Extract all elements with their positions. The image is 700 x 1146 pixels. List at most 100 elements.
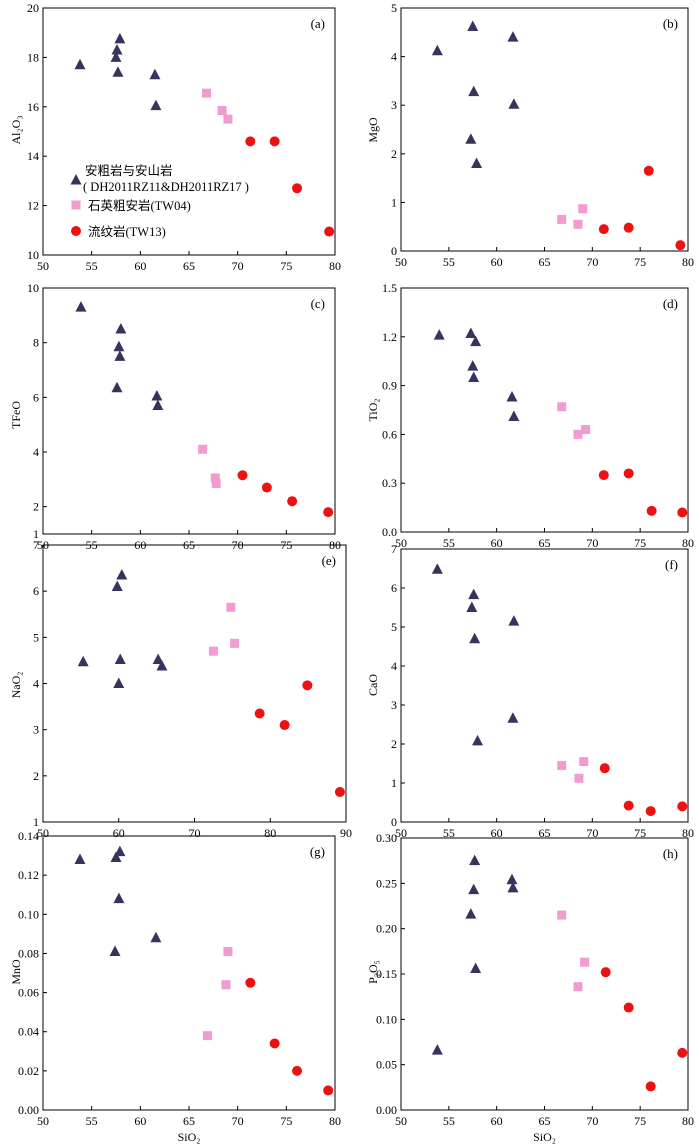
circle-data-point — [645, 806, 656, 817]
y-tick-label: 0 — [391, 815, 397, 829]
y-tick-label: 1.5 — [382, 281, 397, 295]
circle-data-point — [643, 165, 654, 176]
square-data-point — [581, 425, 591, 435]
y-tick-label: 20 — [27, 1, 39, 15]
triangle-data-point — [471, 157, 483, 169]
circle-data-point — [245, 136, 256, 147]
triangle-data-point — [114, 32, 126, 44]
y-tick-label: 4 — [33, 445, 39, 459]
triangle-data-point — [149, 68, 161, 80]
x-tick-label: 65 — [539, 536, 551, 550]
circle-data-point — [269, 1038, 280, 1049]
triangle-data-point — [507, 712, 519, 723]
y-tick-label: 1 — [391, 195, 397, 209]
triangle-data-point — [431, 1044, 443, 1055]
triangle-data-point — [465, 327, 477, 339]
plot-frame — [42, 835, 336, 1111]
square-data-point — [221, 980, 231, 990]
x-tick-label: 80 — [329, 1114, 341, 1128]
circle-data-point — [623, 468, 634, 479]
panel-b: 50 55 60 65 70 75 80 0 1 2 3 4 5 (b) MgO — [366, 1, 694, 269]
y-tick-label: 2 — [33, 500, 39, 514]
x-tick-label: 80 — [682, 536, 694, 550]
x-tick-label: 80 — [682, 1114, 694, 1128]
circle-data-point — [677, 507, 688, 518]
panel-label: (e) — [322, 553, 336, 568]
triangle-data-point — [111, 381, 123, 393]
x-tick-label: 80 — [264, 826, 276, 840]
square-data-point — [557, 214, 567, 224]
y-tick-label: 0.6 — [382, 427, 397, 441]
triangle-data-point — [467, 360, 479, 371]
circle-data-point — [287, 496, 298, 507]
y-tick-label: 8 — [33, 336, 39, 350]
triangle-data-point — [433, 329, 445, 340]
triangle-data-point — [109, 945, 121, 956]
circle-data-point — [599, 763, 610, 774]
square-data-point — [573, 429, 583, 439]
y-tick-label: 7 — [391, 542, 397, 556]
x-tick-label: 70 — [232, 259, 244, 273]
square-data-point — [580, 957, 590, 967]
x-tick-label: 55 — [86, 259, 98, 273]
triangle-data-point — [113, 892, 125, 904]
circle-data-point — [675, 240, 686, 251]
square-data-point — [202, 1031, 212, 1041]
y-tick-label: 5 — [33, 630, 39, 644]
y-tick-label: 6 — [33, 390, 39, 404]
y-tick-label: 0.30 — [376, 831, 397, 845]
plot-frame — [42, 544, 347, 823]
x-tick-label: 55 — [443, 1114, 455, 1128]
x-tick-label: 75 — [634, 536, 646, 550]
square-data-point — [226, 602, 236, 612]
x-tick-label: 65 — [539, 1114, 551, 1128]
x-tick-label: 65 — [539, 255, 551, 269]
square-data-point — [578, 204, 588, 214]
square-data-point — [557, 760, 567, 770]
y-tick-label: 3 — [391, 698, 397, 712]
triangle-data-point — [467, 20, 479, 31]
x-tick-label: 50 — [395, 1114, 407, 1128]
triangle-data-point — [431, 44, 443, 56]
circle-data-point — [237, 470, 248, 481]
y-tick-label: 0.02 — [18, 1064, 39, 1078]
square-data-point — [579, 757, 589, 767]
panel-label: (d) — [663, 296, 678, 311]
x-tick-label: 65 — [183, 259, 195, 273]
x-tick-label: 60 — [134, 1114, 146, 1128]
triangle-data-point — [156, 659, 168, 671]
plot-frame — [42, 7, 336, 256]
legend: 安粗岩与安山岩 ( DH2011RZ11&DH2011RZ17 ) 石英粗安岩(TW… — [70, 163, 249, 239]
triangle-data-point — [508, 98, 520, 109]
circle-data-point — [623, 222, 634, 233]
square-data-point — [230, 638, 240, 648]
y-tick-label: 4 — [33, 677, 39, 691]
triangle-data-point — [469, 632, 481, 644]
y-axis-label: NaO₂ — [9, 672, 23, 699]
plot-frame — [400, 837, 689, 1111]
x-tick-label: 70 — [586, 1114, 598, 1128]
panel-a: 50 55 60 65 70 75 80 10 12 14 16 18 20 (a) Al₂O₃ — [9, 1, 341, 273]
triangle-data-point — [469, 854, 481, 866]
circle-data-point — [323, 1085, 334, 1096]
triangle-data-point — [111, 580, 123, 592]
triangle-data-point — [116, 569, 128, 580]
square-data-point — [198, 444, 208, 454]
circle-data-point — [677, 801, 688, 812]
y-axis-label: TiO₂ — [366, 398, 380, 421]
square-data-point — [208, 646, 218, 656]
y-tick-label: 0.10 — [376, 1012, 397, 1026]
y-tick-label: 4 — [391, 50, 397, 64]
y-tick-label: 1.2 — [382, 330, 397, 344]
x-tick-label: 55 — [443, 826, 455, 840]
y-tick-label: 0.9 — [382, 379, 397, 393]
square-data-point — [574, 773, 584, 783]
y-tick-label: 5 — [391, 620, 397, 634]
y-tick-label: 0.12 — [18, 868, 39, 882]
y-tick-label: 3 — [391, 98, 397, 112]
triangle-data-point — [508, 410, 520, 422]
triangle-data-point — [111, 43, 123, 55]
square-data-point — [573, 219, 583, 229]
triangle-data-point — [112, 66, 124, 77]
